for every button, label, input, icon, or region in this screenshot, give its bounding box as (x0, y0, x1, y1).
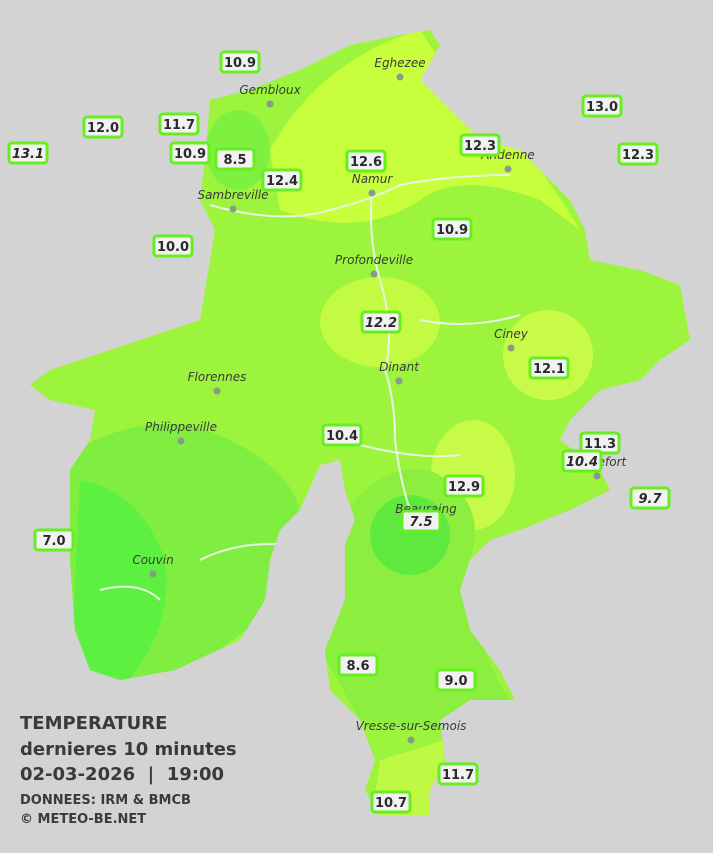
station-box (261, 168, 303, 192)
station-box (435, 668, 477, 692)
station-box (360, 310, 402, 334)
station-box (443, 474, 485, 498)
city-dot (177, 437, 185, 445)
station-box (459, 133, 501, 157)
city-name: Couvin (132, 553, 173, 567)
station-box (581, 94, 623, 118)
city-dot (368, 189, 376, 197)
station-box (345, 149, 387, 173)
city-dot (149, 570, 157, 578)
warm-zone (270, 30, 580, 230)
station-reading: 10.7 (375, 796, 407, 811)
station-box (629, 486, 671, 510)
copyright: © METEO-BE.NET (20, 812, 146, 827)
station-reading: 13.0 (586, 100, 618, 115)
station-reading: 11.7 (163, 118, 195, 133)
station-box (169, 141, 211, 165)
station-reading: 12.3 (464, 139, 496, 154)
station-reading: 12.2 (365, 316, 397, 331)
source: DONNEES: IRM & BMCB (20, 793, 191, 808)
subtitle: dernieres 10 minutes (20, 739, 237, 760)
labels: EghezeeGemblouxAndenneNamurSambrevillePr… (7, 50, 671, 814)
city-name: Vresse-sur-Semois (356, 719, 467, 733)
city-dot (507, 344, 515, 352)
station-reading: 10.4 (326, 429, 358, 444)
station-reading: 12.6 (350, 155, 382, 170)
city-name: Ciney (494, 327, 529, 341)
station-reading: 13.1 (12, 147, 44, 162)
station-reading: 10.9 (436, 223, 468, 238)
city-name: Eghezee (374, 56, 425, 70)
station-box (437, 762, 479, 786)
city-dot (370, 270, 378, 278)
station-box (321, 423, 363, 447)
station-reading: 10.0 (157, 240, 189, 255)
city-dot (407, 736, 415, 744)
station-box (219, 50, 261, 74)
station-reading: 9.7 (638, 492, 662, 507)
station-box (7, 141, 49, 165)
station-box (561, 449, 603, 473)
station-reading: 9.0 (444, 674, 467, 689)
station-box (82, 115, 124, 139)
river (99, 174, 521, 601)
cold-zone (70, 480, 167, 690)
city-name: Dinant (379, 360, 420, 374)
station-reading: 12.1 (533, 362, 565, 377)
station-reading: 12.0 (87, 121, 119, 136)
station-box (528, 356, 570, 380)
city-name: Profondeville (335, 253, 413, 267)
city-dot (229, 205, 237, 213)
station-reading: 7.5 (409, 515, 432, 530)
city-dot (213, 387, 221, 395)
city-dot (395, 377, 403, 385)
city-dot (396, 73, 404, 81)
station-reading: 12.9 (448, 480, 480, 495)
station-reading: 7.0 (42, 534, 65, 549)
station-reading: 11.7 (442, 768, 474, 783)
station-box (152, 234, 194, 258)
station-reading: 10.9 (224, 56, 256, 71)
station-box (337, 653, 379, 677)
station-reading: 12.3 (622, 148, 654, 163)
station-box (617, 142, 659, 166)
city-name: Sambreville (197, 188, 268, 202)
station-reading: 10.4 (566, 455, 598, 470)
station-box (158, 112, 200, 136)
city-dot (593, 472, 601, 480)
station-reading: 12.4 (266, 174, 298, 189)
city-dot (504, 165, 512, 173)
station-box (370, 790, 412, 814)
city-dot (266, 100, 274, 108)
station-reading: 10.9 (174, 147, 206, 162)
station-box (400, 509, 442, 533)
station-box (214, 147, 256, 171)
station-box (33, 528, 75, 552)
station-reading: 8.5 (223, 153, 246, 168)
city-name: Philippeville (145, 420, 217, 434)
title: TEMPERATURE (20, 713, 167, 734)
station-reading: 8.6 (346, 659, 369, 674)
datetime: 02-03-2026 | 19:00 (20, 764, 224, 785)
warm-zone (503, 310, 593, 400)
city-name: Gembloux (239, 83, 301, 97)
station-box (431, 217, 473, 241)
station-reading: 11.3 (584, 437, 616, 452)
city-name: Florennes (188, 370, 247, 384)
city-name: Namur (352, 172, 394, 186)
